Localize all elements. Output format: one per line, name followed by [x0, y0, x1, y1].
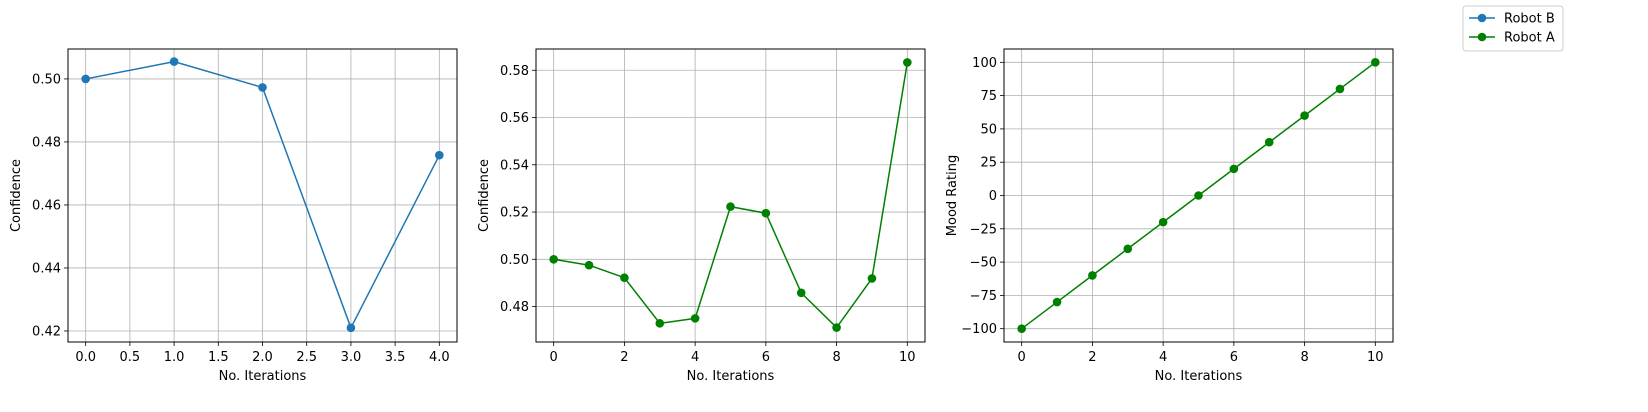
- y-axis-label: Confidence: [477, 159, 492, 232]
- y-tick-label: 100: [972, 56, 997, 71]
- y-tick-label: −25: [970, 222, 997, 237]
- legend-marker: [1477, 32, 1487, 42]
- x-axis-label: No. Iterations: [687, 369, 775, 384]
- legend: Robot B Robot A: [1462, 5, 1564, 52]
- data-point: [435, 150, 444, 160]
- y-tick-label: −50: [970, 256, 997, 271]
- x-tick-label: 1.5: [208, 350, 229, 365]
- y-tick-label: 0.52: [500, 206, 529, 221]
- data-point: [655, 319, 665, 328]
- x-tick-label: 0.5: [120, 350, 141, 365]
- x-tick-label: 0: [550, 350, 558, 365]
- x-tick-label: 4.0: [429, 350, 450, 365]
- data-point: [1194, 191, 1203, 200]
- data-point: [258, 83, 267, 92]
- data-point: [81, 74, 90, 84]
- data-point: [1335, 84, 1345, 94]
- data-point: [796, 288, 806, 298]
- y-tick-label: 0.54: [500, 158, 529, 173]
- series-line: [553, 62, 909, 329]
- x-tick-label: 2: [1088, 350, 1096, 365]
- x-tick-label: 10: [1367, 350, 1384, 365]
- data-point: [1052, 297, 1062, 307]
- data-point: [620, 273, 629, 283]
- chart-panel-3: 0 2 4 6 8 10 −100 −75 −50 −25 0 25 50 75 100 No. Iterat…: [945, 48, 1394, 384]
- data-point: [1088, 271, 1097, 280]
- axes-layer: 0.0 0.5 1.0 1.5 2.0 2.5 3.0 3.5 4.0 0.42 0.44 0.46 0…: [9, 48, 1394, 384]
- x-axis-label: No. Iterations: [219, 369, 307, 384]
- legend-marker: [1477, 13, 1487, 23]
- x-tick-label: 0: [1018, 350, 1026, 365]
- data-point: [867, 274, 877, 283]
- y-axis-label: Confidence: [9, 159, 24, 232]
- x-tick-label: 4: [1159, 350, 1167, 365]
- x-tick-label: 6: [1230, 350, 1238, 365]
- y-tick-label: 50: [980, 122, 997, 137]
- axes-frame: [535, 48, 926, 343]
- x-tick-label: 8: [1300, 350, 1308, 365]
- y-tick-label: 0.46: [32, 198, 61, 213]
- data-point: [549, 254, 558, 264]
- x-tick-label: 2: [620, 350, 628, 365]
- data-point: [1158, 217, 1168, 227]
- data-point: [1229, 164, 1239, 174]
- data-point: [690, 314, 700, 323]
- y-tick-label: 0: [989, 189, 997, 204]
- y-tick-label: 75: [980, 89, 997, 104]
- data-point: [1017, 324, 1026, 333]
- x-axis-label: No. Iterations: [1155, 369, 1243, 384]
- data-point: [726, 202, 735, 211]
- y-tick-label: 0.48: [500, 300, 529, 315]
- y-tick-label: 0.58: [500, 64, 529, 79]
- data-point: [1300, 111, 1309, 120]
- x-tick-label: 3.0: [341, 350, 362, 365]
- data-point: [1123, 244, 1133, 254]
- chart-panel-2: 0 2 4 6 8 10 0.48 0.50 0.52 0.54 0.56 0.58 No. Itera…: [477, 48, 926, 384]
- data-point: [346, 323, 356, 333]
- y-tick-label: −75: [970, 289, 997, 304]
- y-tick-label: 0.48: [32, 135, 61, 150]
- legend-label: Robot A: [1504, 31, 1555, 46]
- legend-label: Robot B: [1504, 12, 1555, 27]
- x-tick-label: 3.5: [385, 350, 406, 365]
- y-tick-label: −100: [961, 322, 997, 337]
- chart-panel-1: 0.0 0.5 1.0 1.5 2.0 2.5 3.0 3.5 4.0 0.42 0.44 0.46 0…: [9, 48, 458, 384]
- x-tick-label: 4: [691, 350, 699, 365]
- x-tick-label: 1.0: [164, 350, 185, 365]
- x-tick-label: 8: [832, 350, 840, 365]
- data-point: [761, 208, 771, 218]
- y-tick-label: 0.50: [32, 72, 61, 87]
- data-point: [169, 57, 179, 66]
- x-tick-label: 0.0: [75, 350, 96, 365]
- data-point: [1371, 58, 1380, 67]
- y-axis-label: Mood Rating: [945, 155, 960, 236]
- data-point: [903, 58, 912, 67]
- y-tick-label: 0.44: [32, 261, 61, 276]
- data-point: [1264, 137, 1274, 147]
- y-tick-label: 0.42: [32, 324, 61, 339]
- y-tick-label: 25: [980, 156, 997, 171]
- y-tick-label: 0.56: [500, 111, 529, 126]
- x-tick-label: 10: [899, 350, 916, 365]
- x-tick-label: 2.5: [296, 350, 317, 365]
- data-point: [832, 323, 841, 332]
- data-point: [584, 260, 594, 270]
- y-tick-label: 0.50: [500, 253, 529, 268]
- x-tick-label: 2.0: [252, 350, 273, 365]
- x-tick-label: 6: [762, 350, 770, 365]
